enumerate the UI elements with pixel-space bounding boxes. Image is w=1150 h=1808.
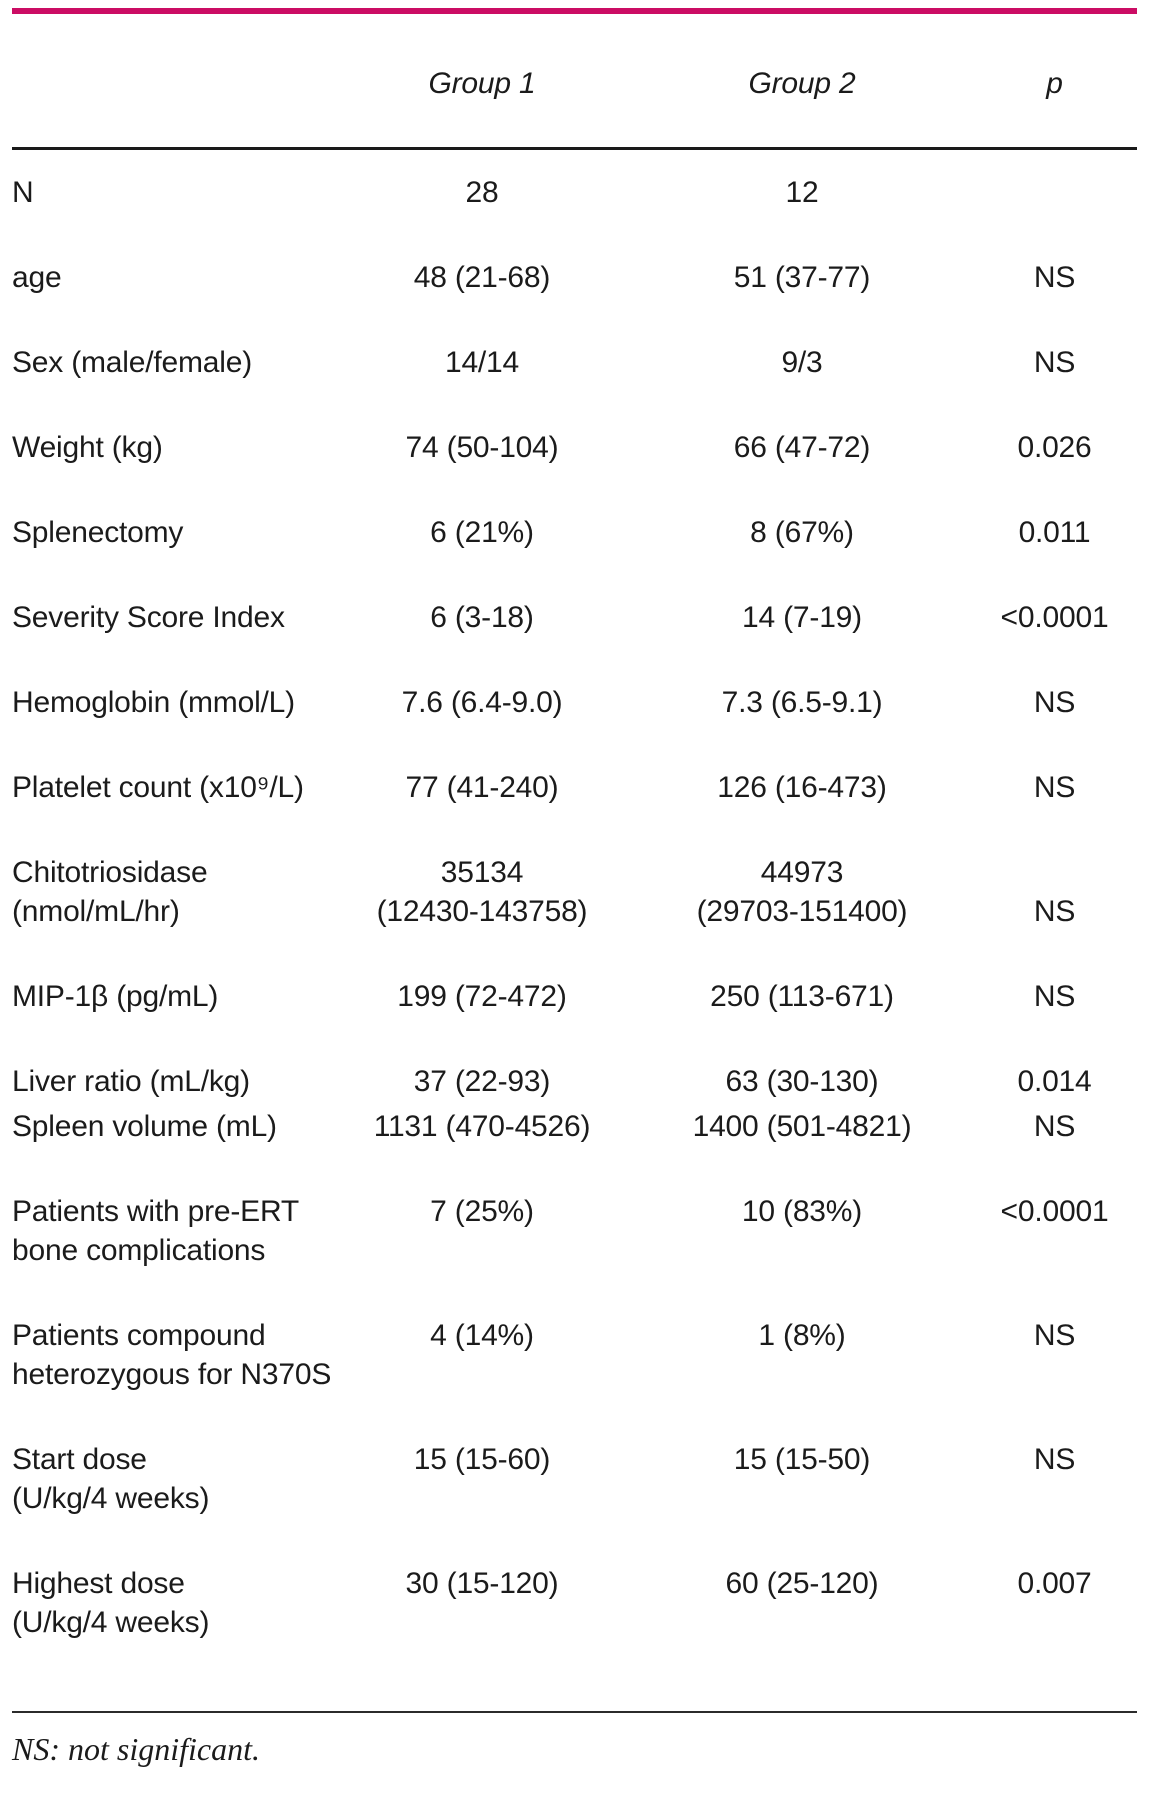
- row-label: age: [12, 261, 62, 294]
- row-label: Hemoglobin (mmol/L): [12, 686, 295, 719]
- p-value: 0.026: [1017, 431, 1092, 464]
- group1-value: 7.6 (6.4-9.0): [401, 686, 563, 719]
- p-value: 0.014: [1017, 1065, 1092, 1098]
- table-row-liver-ratio: Liver ratio (mL/kg) 37 (22-93) 63 (30-13…: [12, 1039, 1137, 1104]
- row-label: Weight (kg): [12, 431, 163, 464]
- p-value: <0.0001: [1000, 1195, 1109, 1228]
- group1-value: 28: [465, 176, 499, 209]
- p-value: NS: [1033, 1319, 1076, 1352]
- table-bottom-rule: [12, 1711, 1137, 1713]
- row-label: Splenectomy: [12, 516, 184, 549]
- group1-value: 1131 (470-4526): [373, 1110, 591, 1143]
- group2-value: 1 (8%): [758, 1319, 846, 1352]
- paper-table-page: Group 1 Group 2 p N 28 12 age 48 (21-68)…: [0, 8, 1150, 1808]
- table-row-weight: Weight (kg) 74 (50-104) 66 (47-72) 0.026: [12, 405, 1137, 490]
- row-label: Platelet count (x10⁹/L): [12, 771, 304, 804]
- group2-value: 250 (113-671): [710, 980, 894, 1013]
- table-row-platelet-count: Platelet count (x10⁹/L) 77 (41-240) 126 …: [12, 745, 1137, 830]
- group2-value: 12: [785, 176, 819, 209]
- column-header-group2: Group 2: [748, 67, 856, 100]
- p-value: NS: [1033, 686, 1076, 719]
- p-value: NS: [1033, 346, 1076, 379]
- table-row-mip1b: MIP-1β (pg/mL) 199 (72-472) 250 (113-671…: [12, 954, 1137, 1039]
- group2-value: 8 (67%): [750, 516, 854, 549]
- table-row-start-dose: Start dose (U/kg/4 weeks) 15 (15-60) 15 …: [12, 1417, 1137, 1541]
- group1-value: 35134 (12430-143758): [376, 856, 588, 928]
- group1-value: 7 (25%): [430, 1195, 534, 1228]
- column-header-p: p: [1046, 67, 1063, 100]
- group2-value: 7.3 (6.5-9.1): [721, 686, 883, 719]
- group2-value: 1400 (501-4821): [692, 1110, 912, 1143]
- table-row-highest-dose: Highest dose (U/kg/4 weeks) 30 (15-120) …: [12, 1541, 1137, 1665]
- group1-value: 37 (22-93): [413, 1065, 551, 1098]
- table-footnote: NS: not significant.: [12, 1731, 260, 1767]
- table-header-row: Group 1 Group 2 p: [12, 14, 1137, 150]
- group2-value: 60 (25-120): [725, 1567, 879, 1600]
- group1-value: 48 (21-68): [413, 261, 551, 294]
- group1-value: 30 (15-120): [405, 1567, 559, 1600]
- group1-value: 15 (15-60): [413, 1443, 551, 1476]
- group1-value: 199 (72-472): [397, 980, 567, 1013]
- row-label: Chitotriosidase (nmol/mL/hr): [12, 856, 208, 928]
- table-row-sex: Sex (male/female) 14/14 9/3 NS: [12, 320, 1137, 405]
- group2-value: 10 (83%): [741, 1195, 863, 1228]
- row-label: N: [12, 176, 34, 209]
- table-row-spleen-volume: Spleen volume (mL) 1131 (470-4526) 1400 …: [12, 1104, 1137, 1169]
- p-value: NS: [1033, 1110, 1076, 1143]
- table-row-splenectomy: Splenectomy 6 (21%) 8 (67%) 0.011: [12, 490, 1137, 575]
- group1-value: 6 (3-18): [430, 601, 534, 634]
- row-label: Patients with pre-ERT bone complications: [12, 1195, 300, 1267]
- table-row-hemoglobin: Hemoglobin (mmol/L) 7.6 (6.4-9.0) 7.3 (6…: [12, 660, 1137, 745]
- row-label: Liver ratio (mL/kg): [12, 1065, 250, 1098]
- group2-value: 9/3: [781, 346, 823, 379]
- row-label: Highest dose (U/kg/4 weeks): [12, 1567, 210, 1639]
- row-label: Severity Score Index: [12, 601, 285, 634]
- row-label: Spleen volume (mL): [12, 1110, 277, 1143]
- group2-value: 14 (7-19): [742, 601, 862, 634]
- p-value: 0.007: [1017, 1567, 1092, 1600]
- group2-value: 15 (15-50): [733, 1443, 871, 1476]
- p-value: 0.011: [1018, 516, 1091, 549]
- group1-value: 77 (41-240): [405, 771, 559, 804]
- row-label: Patients compound heterozygous for N370S: [12, 1319, 332, 1391]
- group1-value: 6 (21%): [430, 516, 534, 549]
- group1-value: 4 (14%): [430, 1319, 534, 1352]
- table-row-pre-ert-bone-complications: Patients with pre-ERT bone complications…: [12, 1169, 1137, 1293]
- p-value: NS: [1033, 1443, 1076, 1476]
- table-row-age: age 48 (21-68) 51 (37-77) NS: [12, 235, 1137, 320]
- group2-value: 44973 (29703-151400): [696, 856, 908, 928]
- p-value: <0.0001: [1000, 601, 1109, 634]
- p-value: NS: [1033, 980, 1076, 1013]
- table-row-n: N 28 12: [12, 150, 1137, 235]
- column-header-group1: Group 1: [428, 67, 536, 100]
- group2-value: 126 (16-473): [717, 771, 887, 804]
- p-value: NS: [1033, 261, 1076, 294]
- top-accent-bar: [12, 8, 1137, 14]
- group2-value: 66 (47-72): [733, 431, 871, 464]
- p-value: NS: [1033, 771, 1076, 804]
- row-label: MIP-1β (pg/mL): [12, 980, 219, 1013]
- group1-value: 14/14: [444, 346, 520, 379]
- p-value: NS: [1033, 895, 1076, 928]
- table-row-compound-heterozygous-n370s: Patients compound heterozygous for N370S…: [12, 1293, 1137, 1417]
- row-label: Start dose (U/kg/4 weeks): [12, 1443, 210, 1515]
- table-row-chitotriosidase: Chitotriosidase (nmol/mL/hr) 35134 (1243…: [12, 830, 1137, 954]
- group2-value: 63 (30-130): [725, 1065, 879, 1098]
- table-row-severity-score: Severity Score Index 6 (3-18) 14 (7-19) …: [12, 575, 1137, 660]
- group1-value: 74 (50-104): [405, 431, 559, 464]
- row-label: Sex (male/female): [12, 346, 253, 379]
- group2-value: 51 (37-77): [733, 261, 871, 294]
